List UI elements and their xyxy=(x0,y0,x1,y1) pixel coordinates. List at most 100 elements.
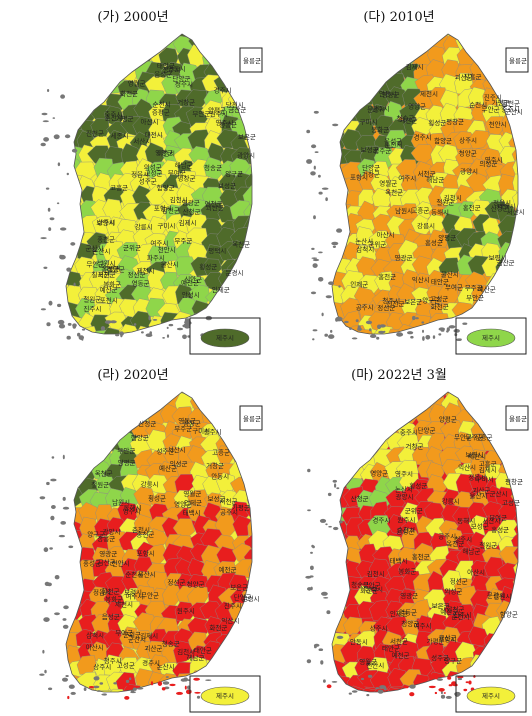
island-6 xyxy=(40,237,47,240)
island-4 xyxy=(65,675,69,677)
region-label: 상주시 xyxy=(370,623,388,632)
region-label: 여주시 xyxy=(414,621,432,630)
region-label: 예천군 xyxy=(219,565,237,574)
region-335 xyxy=(117,323,141,334)
region-7 xyxy=(145,34,166,43)
region-label: 산청군 xyxy=(138,419,156,428)
region-255 xyxy=(66,254,70,275)
island-56 xyxy=(107,320,112,323)
region-label: 서천군 xyxy=(418,169,436,178)
island-12 xyxy=(63,605,69,610)
island-35 xyxy=(120,333,123,338)
island-34 xyxy=(421,321,425,324)
island-27 xyxy=(307,468,311,473)
region-29 xyxy=(246,35,252,58)
region-194 xyxy=(513,543,518,563)
region-7 xyxy=(148,392,169,401)
region-7 xyxy=(413,392,436,396)
island-21 xyxy=(325,523,328,526)
region-label: 인제군 xyxy=(390,609,408,618)
island-28 xyxy=(327,492,332,497)
island-62 xyxy=(457,677,463,681)
region-283 xyxy=(230,274,252,296)
region-48 xyxy=(91,419,116,439)
region-312 xyxy=(482,658,504,681)
region-label: 영광군 xyxy=(99,549,117,558)
region-31 xyxy=(66,407,86,426)
island-25 xyxy=(53,134,60,140)
island-17 xyxy=(62,496,66,501)
island-5 xyxy=(40,142,46,147)
island-4 xyxy=(310,565,314,570)
region-label: 김천시 xyxy=(444,193,462,202)
region-label: 보령시 xyxy=(466,451,484,459)
island-20 xyxy=(57,303,62,308)
region-label: 증평군 xyxy=(152,107,170,116)
island-58 xyxy=(166,326,169,329)
jeju-label: 제주시 xyxy=(216,692,234,700)
region-label: 보은군 xyxy=(230,583,248,591)
island-10 xyxy=(60,227,67,231)
region-284 xyxy=(248,631,252,654)
region-label: 평택시 xyxy=(208,246,226,255)
island-22 xyxy=(44,581,50,586)
region-label: 영주시 xyxy=(123,507,141,516)
island-41 xyxy=(186,689,192,695)
region-label: 부안군 xyxy=(192,109,210,118)
region-77 xyxy=(344,447,366,468)
region-label: 군산시 xyxy=(128,635,146,644)
region-label: 보성군 xyxy=(471,521,489,530)
island-8 xyxy=(332,123,339,127)
region-label: 청송군 xyxy=(204,164,222,172)
region-label: 광양시 xyxy=(396,493,414,501)
region-30 xyxy=(332,404,333,425)
region-label: 충주시 xyxy=(104,109,122,118)
island-39 xyxy=(168,323,174,327)
jeju-label: 제주시 xyxy=(482,334,500,342)
island-24 xyxy=(306,129,311,134)
island-9 xyxy=(336,228,343,233)
island-37 xyxy=(438,688,445,692)
island-43 xyxy=(360,677,365,681)
region-1 xyxy=(66,392,82,399)
island-8 xyxy=(323,679,326,683)
island-7 xyxy=(333,526,339,531)
jeju-island xyxy=(200,686,250,706)
region-label: 홍천군 xyxy=(463,203,481,212)
island-58 xyxy=(383,330,386,333)
region-10 xyxy=(190,392,211,398)
panel-title: (가) 2000년 xyxy=(97,10,169,25)
island-21 xyxy=(60,94,65,99)
island-48 xyxy=(410,335,414,339)
island-53 xyxy=(366,694,370,697)
island-29 xyxy=(310,586,313,591)
region-label: 진주시 xyxy=(484,93,502,102)
region-327 xyxy=(480,668,504,690)
region-299 xyxy=(244,642,252,663)
region-260 xyxy=(385,616,410,637)
region-label: 천안시 xyxy=(489,119,507,128)
region-label: 서산시 xyxy=(133,136,151,145)
region-5 xyxy=(384,392,408,399)
jeju-island xyxy=(200,328,250,348)
region-283 xyxy=(233,631,252,652)
region-label: 의성군 xyxy=(144,163,162,172)
region-77 xyxy=(75,87,98,107)
region-26 xyxy=(203,392,227,416)
region-label: 장흥군 xyxy=(464,72,482,81)
region-label: 영양군 xyxy=(155,148,173,157)
island-20 xyxy=(309,575,314,578)
region-329 xyxy=(243,669,252,692)
region-label: 공주시 xyxy=(163,66,181,74)
region-28 xyxy=(229,392,252,412)
region-label: 경주시 xyxy=(372,515,390,524)
region-330 xyxy=(332,684,336,692)
region-label: 정선군 xyxy=(450,577,468,586)
region-34 xyxy=(372,50,394,68)
region-label: 강릉시 xyxy=(141,479,159,488)
island-22 xyxy=(47,89,50,92)
region-344 xyxy=(245,689,252,692)
region-label: 칠곡군 xyxy=(92,270,110,279)
region-label: 보령시 xyxy=(96,219,114,227)
region-label: 울산시 xyxy=(470,491,488,500)
